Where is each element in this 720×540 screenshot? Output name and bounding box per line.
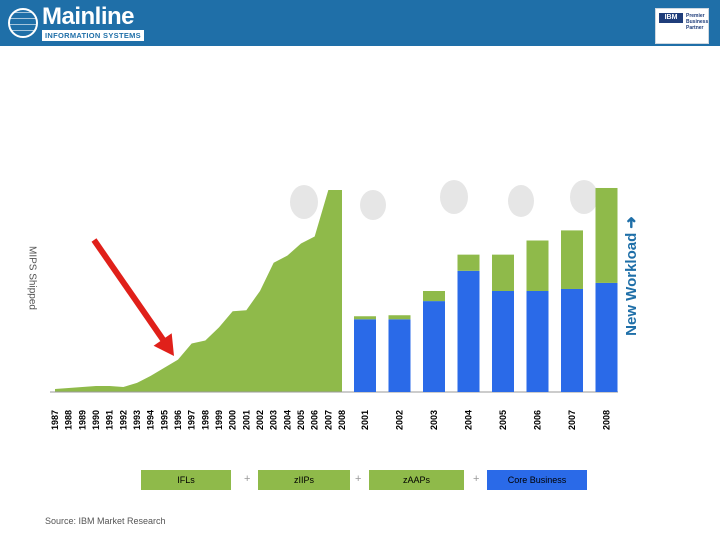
bar-core-business — [354, 319, 376, 392]
x-tick-label: 1988 — [64, 410, 74, 430]
up-arrow-icon: ➜ — [623, 216, 640, 229]
x-tick-label: 2005 — [296, 410, 306, 430]
header-bar: Mainline INFORMATION SYSTEMS IBM Premier… — [0, 0, 720, 46]
background-figure — [290, 185, 318, 219]
bar-core-business — [423, 301, 445, 392]
red-arrow-shaft — [91, 238, 169, 346]
x-tick-label: 2008 — [337, 410, 347, 430]
ibm-partner-badge: IBM Premier Business Partner — [655, 8, 709, 44]
x-tick-label: 2006 — [533, 410, 543, 430]
legend-plus: + — [473, 473, 480, 485]
x-tick-label: 1989 — [77, 410, 87, 430]
x-tick-label: 1997 — [187, 410, 197, 430]
x-tick-label: 2007 — [323, 410, 333, 430]
bar-new-workload — [388, 315, 411, 320]
x-tick-label: 1990 — [91, 410, 101, 430]
background-figure — [440, 180, 468, 214]
x-tick-label: 1998 — [200, 410, 210, 430]
x-tick-label: 1992 — [118, 410, 128, 430]
ibm-logo: IBM — [659, 13, 683, 23]
x-tick-label: 1987 — [50, 410, 60, 430]
bar-new-workload — [423, 291, 445, 302]
x-tick-label: 1995 — [159, 410, 169, 430]
x-tick-label: 2001 — [241, 410, 251, 430]
y-axis-label: MIPS Shipped — [26, 246, 38, 310]
x-tick-label: 2003 — [269, 410, 279, 430]
legend-core-business: Core Business — [487, 470, 587, 490]
x-tick-label: 2005 — [498, 410, 508, 430]
globe-icon — [8, 8, 38, 38]
source-note: Source: IBM Market Research — [45, 516, 166, 526]
bar-new-workload — [492, 254, 514, 291]
red-arrow-head — [153, 333, 174, 356]
x-tick-label: 1993 — [132, 410, 142, 430]
x-tick-label: 2003 — [429, 410, 439, 430]
new-workload-label: New Workload ➜ — [622, 216, 641, 336]
x-tick-label: 2000 — [228, 410, 238, 430]
bar-core-business — [595, 282, 618, 392]
mainline-logo: Mainline INFORMATION SYSTEMS — [8, 5, 144, 41]
x-tick-label: 2006 — [310, 410, 320, 430]
bar-new-workload — [561, 230, 583, 289]
legend-plus: + — [355, 473, 362, 485]
bar-new-workload — [595, 187, 618, 283]
bar-core-business — [457, 270, 480, 392]
legend-zaaps: zAAPs — [369, 470, 464, 490]
x-tick-label: 1994 — [146, 410, 156, 430]
background-figure — [360, 190, 386, 220]
background-figure — [508, 185, 534, 217]
x-tick-label: 2002 — [255, 410, 265, 430]
legend-ziips: zIIPs — [258, 470, 350, 490]
bar-core-business — [561, 288, 583, 392]
bar-new-workload — [457, 254, 480, 271]
logo-name: Mainline — [42, 3, 135, 30]
legend-ifls: IFLs — [141, 470, 231, 490]
x-tick-label: 2001 — [360, 410, 370, 430]
background-figure — [570, 180, 598, 214]
area-series — [55, 190, 342, 392]
logo-subtitle: INFORMATION SYSTEMS — [42, 30, 144, 41]
x-tick-label: 2004 — [464, 410, 474, 430]
x-tick-label: 1996 — [173, 410, 183, 430]
bar-core-business — [492, 291, 514, 392]
bar-core-business — [388, 319, 411, 392]
partner-text: Premier Business Partner — [686, 13, 709, 31]
x-tick-label: 1991 — [105, 410, 115, 430]
x-tick-label: 1999 — [214, 410, 224, 430]
x-tick-label: 2004 — [282, 410, 292, 430]
bar-core-business — [526, 291, 549, 392]
x-tick-label: 2008 — [602, 410, 612, 430]
legend-plus: + — [244, 473, 251, 485]
bar-new-workload — [526, 240, 549, 291]
x-tick-label: 2007 — [567, 410, 577, 430]
x-tick-label: 2002 — [395, 410, 405, 430]
new-workload-text: New Workload — [622, 232, 640, 336]
bar-new-workload — [354, 316, 376, 320]
